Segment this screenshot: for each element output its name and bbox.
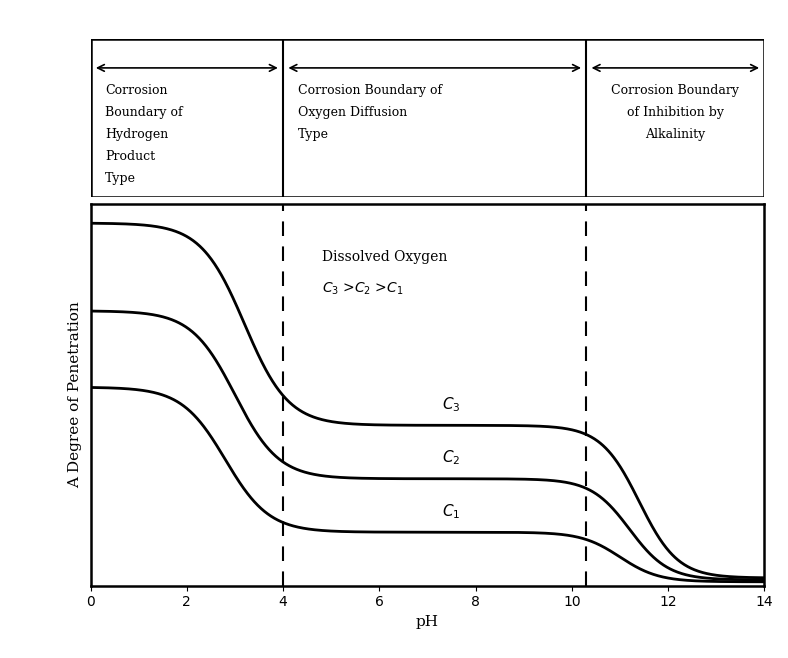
Text: $C_2$: $C_2$ xyxy=(442,449,460,467)
Text: Product: Product xyxy=(105,150,155,163)
Text: $C_1$: $C_1$ xyxy=(442,502,460,520)
X-axis label: pH: pH xyxy=(416,615,439,629)
Text: Hydrogen: Hydrogen xyxy=(105,128,169,141)
Text: Corrosion Boundary of: Corrosion Boundary of xyxy=(298,84,442,97)
Text: Corrosion Boundary: Corrosion Boundary xyxy=(611,84,739,97)
Text: of Inhibition by: of Inhibition by xyxy=(626,106,724,119)
Text: Alkalinity: Alkalinity xyxy=(645,128,705,141)
Text: $C_3$ >$C_2$ >$C_1$: $C_3$ >$C_2$ >$C_1$ xyxy=(322,280,403,297)
Text: $C_3$: $C_3$ xyxy=(442,395,460,414)
Text: Oxygen Diffusion: Oxygen Diffusion xyxy=(298,106,407,119)
Text: Dissolved Oxygen: Dissolved Oxygen xyxy=(322,250,447,264)
Text: Corrosion: Corrosion xyxy=(105,84,168,97)
Text: Boundary of: Boundary of xyxy=(105,106,183,119)
Y-axis label: A Degree of Penetration: A Degree of Penetration xyxy=(69,301,82,488)
Text: Type: Type xyxy=(298,128,329,141)
Text: Type: Type xyxy=(105,172,136,185)
